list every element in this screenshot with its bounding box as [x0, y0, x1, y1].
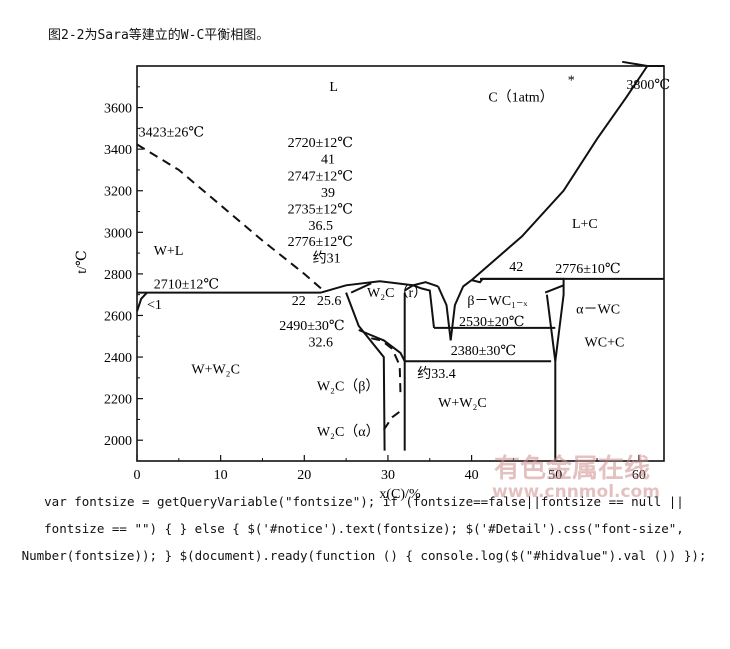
- phase-annotation: 2380±30℃: [451, 344, 516, 359]
- phase-annotation: C（1atm）: [488, 89, 553, 105]
- phase-annotation: 3423±26℃: [139, 126, 204, 141]
- phase-boundary-line: [470, 65, 649, 281]
- phase-annotation: β－WC₁₋ₓ: [467, 294, 528, 309]
- x-axis-label: x(C)/%: [379, 487, 421, 502]
- phase-annotation: <1: [147, 298, 162, 313]
- x-tick-label: 0: [134, 468, 141, 483]
- y-tick-label: 3600: [104, 102, 132, 117]
- x-tick-label: 30: [381, 468, 395, 483]
- phase-annotation: 3800℃: [626, 78, 670, 93]
- phase-annotation: 2530±20℃: [459, 315, 524, 330]
- y-tick-label: 2600: [104, 309, 132, 324]
- x-tick-label: 20: [297, 468, 311, 483]
- y-axis-label: t/℃: [75, 250, 90, 273]
- y-tick-label: 2800: [104, 268, 132, 283]
- phase-boundary-line: [622, 60, 664, 67]
- phase-annotation: 2490±30℃: [279, 319, 344, 334]
- page-script-text: var fontsize = getQueryVariable("fontsiz…: [21, 494, 707, 563]
- phase-annotation: 36.5: [308, 219, 333, 234]
- plot-border: [136, 65, 665, 462]
- phase-boundary-line: [437, 279, 473, 341]
- phase-boundary-line: [350, 282, 372, 294]
- phase-annotation: WC+C: [585, 336, 625, 351]
- watermark: 有色金属在线 www.cnnmol.com: [492, 453, 660, 502]
- y-tick-label: 2400: [104, 351, 132, 366]
- phase-boundary-line: [404, 281, 439, 292]
- y-tick-label: 3200: [104, 185, 132, 200]
- phase-annotation: 39: [321, 186, 335, 201]
- phase-boundary-line: [358, 329, 406, 362]
- phase-boundary-line: [345, 292, 386, 451]
- y-tick-label: 3400: [104, 143, 132, 158]
- phase-annotation: L: [329, 80, 338, 95]
- phase-boundary-line: [320, 280, 414, 294]
- phase-annotation: 2720±12℃: [288, 136, 353, 151]
- phase-annotation: 22: [292, 294, 306, 309]
- plot-frame: [136, 65, 665, 462]
- phase-boundary-line: [480, 277, 565, 362]
- phase-boundary-curves: [136, 60, 664, 461]
- y-tick-label: 3000: [104, 226, 132, 241]
- metastable-boundary-line: [136, 143, 322, 290]
- phase-annotation: 2776±10℃: [555, 262, 620, 277]
- phase-annotation: 41: [321, 153, 335, 168]
- metastable-boundary-line: [370, 337, 402, 395]
- x-tick-label: 60: [632, 468, 646, 483]
- region-annotations: L C（1atm） * 3800℃ 3423±26℃ 2720±12℃ 412747±12℃…: [139, 74, 670, 440]
- x-tick-label: 50: [548, 468, 562, 483]
- y-tick-label: 2200: [104, 393, 132, 408]
- phase-boundary-line: [412, 284, 435, 329]
- phase-annotation: 42: [509, 260, 523, 275]
- phase-annotation: *: [568, 74, 575, 89]
- phase-annotation: 2776±12℃: [288, 235, 353, 250]
- phase-annotation: 约31: [313, 250, 341, 266]
- y-tick-label: 2000: [104, 434, 132, 449]
- phase-annotation: W+W₂C: [191, 363, 240, 378]
- phase-annotation: W₂C（α）: [317, 424, 380, 440]
- phase-annotation: α－WC: [576, 302, 620, 317]
- phase-annotation: 约33.4: [417, 366, 456, 382]
- phase-annotation: 2710±12℃: [154, 277, 219, 292]
- phase-boundary-line: [544, 284, 564, 294]
- watermark-line1: 有色金属在线: [494, 453, 650, 484]
- x-tick-label: 10: [214, 468, 228, 483]
- phase-annotation: W+W₂C: [438, 396, 487, 411]
- axis-ticks: 0 10 20 30 40 50 60 2000 2200 2400 2600 2800 3000 320…: [104, 86, 646, 483]
- metastable-boundary-line: [382, 410, 402, 431]
- phase-annotation: 32.6: [308, 336, 333, 351]
- watermark-line2: www.cnnmol.com: [492, 482, 660, 502]
- phase-boundary-line: [136, 291, 148, 312]
- figure-caption: 图2-2为Sara等建立的W-C平衡相图。: [48, 28, 270, 43]
- phase-annotation: W₂C（r）: [367, 285, 427, 301]
- x-tick-label: 40: [465, 468, 479, 483]
- phase-annotation: 25.6: [317, 294, 342, 309]
- phase-annotation: W₂C（β）: [317, 378, 380, 394]
- phase-annotation: 2735±12℃: [288, 203, 353, 218]
- phase-annotation: L+C: [572, 217, 598, 232]
- phase-boundary-line: [545, 294, 557, 461]
- phase-annotation: W+L: [154, 244, 184, 259]
- phase-annotation: 2747±12℃: [288, 169, 353, 184]
